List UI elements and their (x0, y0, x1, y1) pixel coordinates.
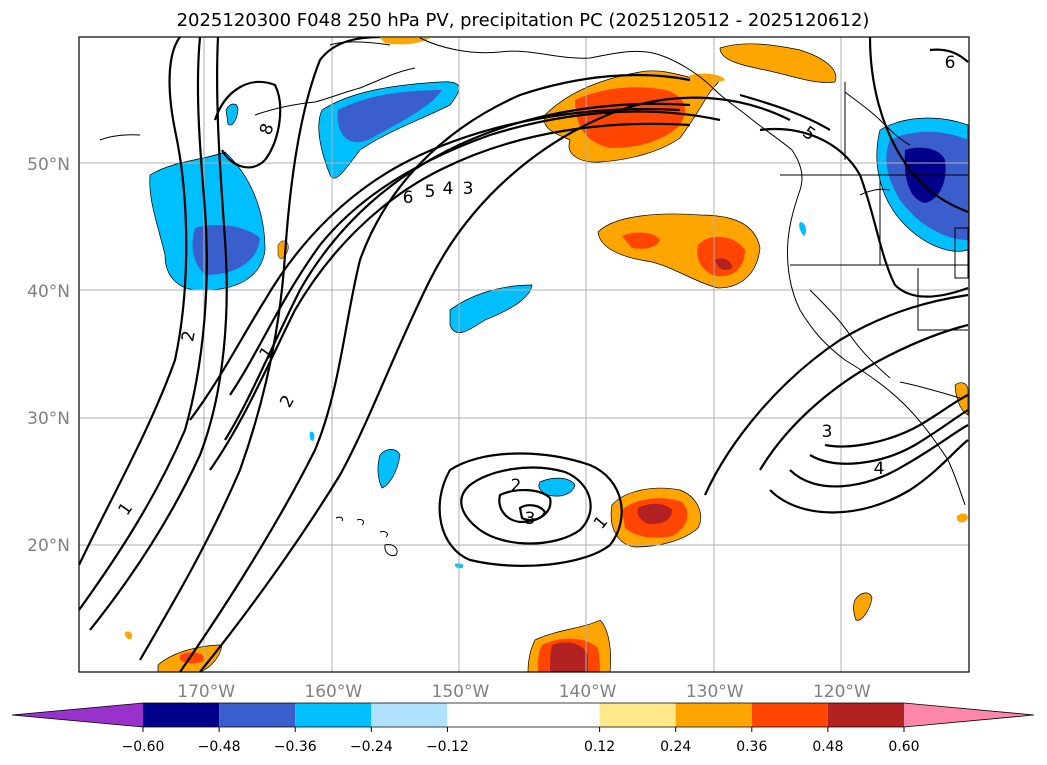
x-tick-label: 140°W (559, 682, 617, 702)
colorbar-segment (143, 703, 220, 727)
x-tick-label: 160°W (304, 682, 362, 702)
pv-label: 3 (822, 422, 833, 442)
colorbar-extend-min (12, 703, 143, 727)
pv-contours (79, 37, 969, 672)
y-tick-label: 30°N (27, 409, 70, 429)
colorbar-segment (599, 703, 676, 727)
colorbar-extend-max (904, 703, 1034, 727)
y-tick-label: 20°N (27, 536, 70, 556)
colorbar-tick-label: −0.60 (122, 739, 165, 755)
colorbar-segment (827, 703, 904, 727)
gridlines (79, 37, 969, 672)
colorbar-tick-label: −0.48 (198, 739, 241, 755)
negative-precip-areas (149, 81, 969, 569)
colorbar-tick-label: 0.36 (736, 739, 767, 755)
y-tick-label: 50°N (27, 155, 70, 175)
colorbar-tick-label: 0.12 (584, 739, 615, 755)
chart-title: 2025120300 F048 250 hPa PV, precipitatio… (177, 10, 870, 31)
colorbar-tick-label: −0.12 (426, 739, 469, 755)
pv-label: 6 (945, 53, 956, 73)
colorbar-segment (295, 703, 372, 727)
pv-label: 3 (463, 179, 474, 199)
colorbar-segment (371, 703, 448, 727)
pv-label: 2 (178, 329, 200, 343)
x-axis-ticks: 170°W 160°W 150°W 140°W 130°W 120°W (177, 682, 871, 702)
x-tick-label: 150°W (432, 682, 490, 702)
x-tick-label: 120°W (813, 682, 871, 702)
colorbar-segment (675, 703, 752, 727)
colorbar-segment (447, 703, 600, 727)
pv-label: 6 (403, 188, 414, 208)
x-tick-label: 130°W (686, 682, 744, 702)
colorbar: −0.60 −0.48 −0.36 −0.24 −0.12 0.12 0.24 0.36 0.4… (11, 702, 1035, 755)
colorbar-tick-label: 0.48 (812, 739, 843, 755)
pv-label: 2 (511, 476, 522, 496)
map-area: 8 6 5 4 3 2 1 2 1 2 3 1 3 4 5 6 (79, 37, 969, 672)
positive-precip-areas (124, 38, 969, 672)
colorbar-tick-label: −0.24 (350, 739, 393, 755)
colorbar-tick-label: −0.36 (274, 739, 317, 755)
colorbar-segment (751, 703, 828, 727)
pv-label: 4 (443, 179, 454, 199)
colorbar-tick-label: 0.24 (660, 739, 691, 755)
x-tick-label: 170°W (177, 682, 235, 702)
colorbar-tick-label: 0.60 (888, 739, 919, 755)
pv-label: 4 (874, 459, 885, 479)
y-tick-label: 40°N (27, 282, 70, 302)
colorbar-segment (219, 703, 296, 727)
y-axis-ticks: 20°N 30°N 40°N 50°N (27, 155, 70, 556)
pv-label: 5 (425, 182, 436, 202)
pv-label: 3 (525, 509, 536, 529)
map-frame (78, 36, 970, 673)
coastlines (99, 37, 969, 556)
map-background (79, 37, 969, 672)
